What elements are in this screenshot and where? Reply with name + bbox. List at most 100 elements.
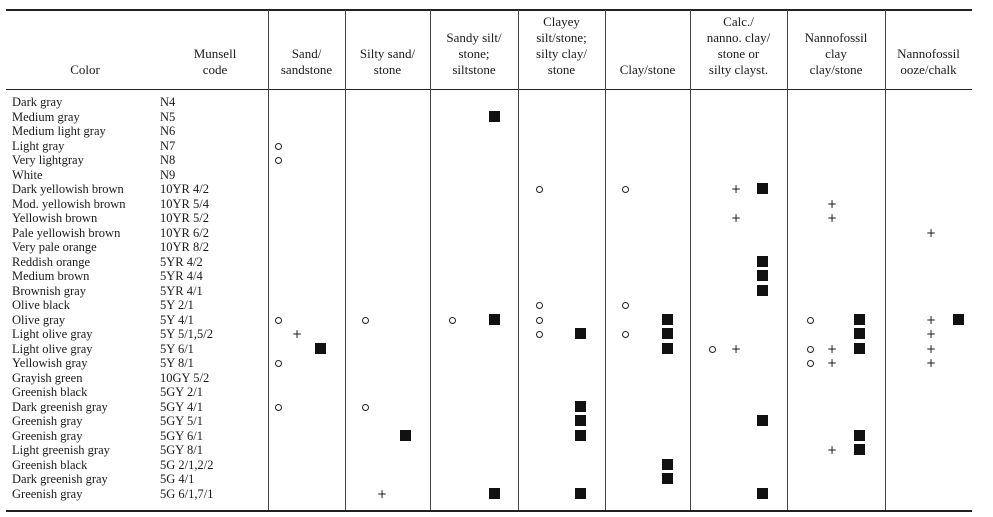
mark-filled-square-icon xyxy=(489,110,500,122)
header-line: stone xyxy=(547,62,576,77)
header-line: Clay/stone xyxy=(619,62,676,77)
row-munsell-code: 5Y 5/1,5/2 xyxy=(160,327,214,341)
header-line: sandstone xyxy=(280,62,333,77)
mark-filled-square-icon xyxy=(575,400,586,412)
mark-plus-icon: + xyxy=(292,327,303,341)
row-munsell-code: N9 xyxy=(160,167,176,182)
mark-circle-icon xyxy=(622,186,629,193)
mark-filled-square-icon xyxy=(854,444,865,455)
row-munsell-code: 10YR 5/4 xyxy=(160,196,209,211)
mark-filled-square-icon xyxy=(662,342,673,354)
header-category-8: Nannofossil ooze/chalk xyxy=(886,46,971,78)
row-color-name: Pale yellowish brown xyxy=(12,225,121,240)
header-category-2: Silty sand/stone xyxy=(346,46,429,78)
header-color: Color xyxy=(40,62,130,78)
mark-circle-icon xyxy=(709,345,716,353)
mark-circle-icon xyxy=(362,316,369,324)
row-color-name: Light gray xyxy=(12,138,65,153)
row-munsell-code: 5YR 4/2 xyxy=(160,254,203,269)
row-color-name: Medium light gray xyxy=(12,124,106,138)
mark-filled-square-icon xyxy=(489,487,500,499)
header-line: Munsell xyxy=(193,46,237,61)
bottom-rule xyxy=(6,510,972,512)
mark-circle-icon xyxy=(622,331,629,338)
mark-circle-icon xyxy=(536,302,543,309)
mark-filled-square-icon xyxy=(662,458,673,470)
mark-plus-icon: + xyxy=(926,356,937,370)
header-line: clay/stone xyxy=(809,62,863,77)
header-munsell-code: Munsell code xyxy=(170,46,260,78)
mark-circle-icon xyxy=(536,316,543,324)
mark-plus-icon: + xyxy=(827,196,838,211)
header-line: Clayey xyxy=(543,14,580,29)
mark-circle-icon xyxy=(622,302,629,309)
header-line: stone; xyxy=(458,46,490,61)
mark-circle-icon xyxy=(362,403,369,411)
mark-circle-icon xyxy=(275,316,282,324)
row-munsell-code: 5Y 6/1 xyxy=(160,341,194,356)
row-munsell-code: 5GY 4/1 xyxy=(160,399,203,414)
mark-filled-square-icon xyxy=(757,255,768,267)
row-color-name: White xyxy=(12,167,43,182)
mark-circle-icon xyxy=(536,186,543,193)
header-line: Nannofossil xyxy=(897,46,960,61)
mark-filled-square-icon xyxy=(854,429,865,441)
header-line: Silty sand/ xyxy=(359,46,416,61)
header-category-3: Sandy silt/stone; siltstone xyxy=(431,30,517,78)
mark-plus-icon: + xyxy=(731,211,742,225)
mark-filled-square-icon xyxy=(489,313,500,325)
top-rule xyxy=(6,9,972,11)
row-munsell-code: 5GY 5/1 xyxy=(160,414,203,428)
row-munsell-code: 5GY 8/1 xyxy=(160,443,203,457)
mark-filled-square-icon xyxy=(854,328,865,339)
mark-filled-square-icon xyxy=(662,473,673,484)
row-color-name: Greenish gray xyxy=(12,486,83,501)
column-divider xyxy=(605,10,606,510)
row-munsell-code: N6 xyxy=(160,124,176,138)
row-color-name: Yellowish gray xyxy=(12,356,88,370)
header-line: Nannofossil xyxy=(804,30,868,45)
header-category-4: Clayey silt/stone; silty clay/stone xyxy=(519,14,604,78)
row-munsell-code: 5YR 4/4 xyxy=(160,269,203,283)
header-line: clay xyxy=(825,46,847,61)
row-color-name: Medium brown xyxy=(12,269,90,283)
mark-filled-square-icon xyxy=(953,313,964,325)
row-munsell-code: 5G 2/1,2/2 xyxy=(160,457,214,472)
mark-plus-icon: + xyxy=(827,341,838,356)
header-rule xyxy=(6,89,972,90)
mark-filled-square-icon xyxy=(757,284,768,296)
mark-plus-icon: + xyxy=(827,211,838,225)
mark-plus-icon: + xyxy=(827,356,838,370)
row-color-name: Greenish gray xyxy=(12,414,83,428)
row-munsell-code: 5Y 8/1 xyxy=(160,356,194,370)
mark-plus-icon: + xyxy=(926,327,937,341)
row-munsell-code: 5G 6/1,7/1 xyxy=(160,486,214,501)
row-munsell-code: N4 xyxy=(160,95,176,109)
mark-plus-icon: + xyxy=(926,341,937,356)
row-munsell-code: 10GY 5/2 xyxy=(160,370,210,385)
mark-plus-icon: + xyxy=(377,486,388,501)
row-munsell-code: N7 xyxy=(160,138,176,153)
column-divider xyxy=(345,10,346,510)
mark-plus-icon: + xyxy=(731,182,742,196)
mark-filled-square-icon xyxy=(854,313,865,325)
mark-filled-square-icon xyxy=(575,328,586,339)
header-line: Sand/ xyxy=(291,46,322,61)
row-color-name: Very pale orange xyxy=(12,240,97,254)
column-divider xyxy=(787,10,788,510)
row-color-name: Light olive gray xyxy=(12,341,93,356)
header-category-7: Nannofossil clay clay/stone xyxy=(788,30,884,78)
header-line: nanno. clay/ xyxy=(706,30,771,45)
mark-filled-square-icon xyxy=(575,429,586,441)
row-color-name: Yellowish brown xyxy=(12,211,98,225)
header-line: ooze/chalk xyxy=(900,62,957,77)
header-line: silty clay/ xyxy=(536,46,587,61)
row-color-name: Brownish gray xyxy=(12,283,86,298)
row-color-name: Dark yellowish brown xyxy=(12,182,124,196)
mark-filled-square-icon xyxy=(854,342,865,354)
row-munsell-code: 5GY 2/1 xyxy=(160,385,203,399)
row-color-name: Grayish green xyxy=(12,370,83,385)
mark-circle-icon xyxy=(275,157,282,164)
column-divider xyxy=(690,10,691,510)
header-category-1: Sand/sandstone xyxy=(269,46,344,78)
